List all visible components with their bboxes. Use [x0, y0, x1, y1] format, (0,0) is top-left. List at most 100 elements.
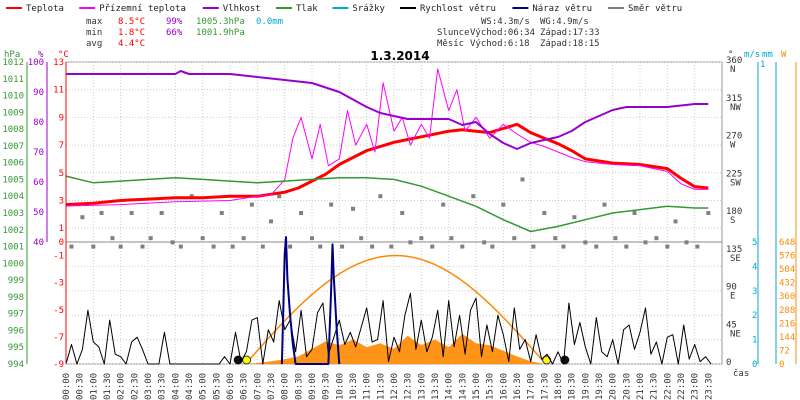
temp-tick-label: 1	[59, 224, 64, 234]
wind-speed-info: WS:4.3m/s	[481, 17, 530, 27]
series-rychlost-větru	[65, 292, 712, 365]
hpa-tick-label: 1010	[2, 92, 24, 102]
x-tick-label: 06:00	[226, 373, 236, 400]
x-axis-label: čas	[733, 368, 749, 379]
wind-direction-point	[632, 211, 637, 215]
stat-max-hum: 99%	[166, 17, 183, 27]
x-tick-label: 11:00	[363, 373, 373, 400]
hpa-tick-label: 1000	[2, 259, 24, 269]
legend: Teplota Přízemní teplota Vlhkost Tlak Srážky…	[6, 4, 682, 14]
wind-direction-point	[329, 202, 334, 207]
x-tick-label: 19:00	[581, 373, 591, 400]
wind-direction-point	[706, 211, 711, 215]
wind-direction-point	[351, 206, 355, 211]
temp-tick-label: 9	[59, 113, 64, 123]
hpa-tick-label: 1001	[2, 243, 24, 253]
x-tick-label: 17:30	[540, 373, 550, 400]
x-tick-label: 22:30	[677, 373, 687, 400]
moon-label: Měsíc	[437, 39, 464, 49]
solar-measured-area	[243, 333, 545, 364]
wm2-tick-label: 648	[779, 238, 795, 248]
series-teplota	[65, 122, 709, 207]
grid	[65, 61, 723, 365]
hpa-tick-label: 1006	[2, 159, 24, 169]
stat-min-temp: 1.8°C	[118, 28, 145, 38]
axis-unit-temp: °C	[58, 50, 69, 60]
wind-direction-point	[408, 240, 413, 245]
x-tick-label: 16:30	[513, 373, 523, 400]
dir-tick-deg: 270	[726, 132, 742, 142]
hpa-tick-label: 995	[8, 343, 24, 353]
x-tick-label: 13:30	[431, 373, 441, 400]
pct-tick-label: 100	[28, 58, 44, 68]
wind-direction-point	[211, 244, 216, 249]
hpa-tick-label: 1011	[2, 75, 24, 85]
temp-tick-label: 0	[59, 238, 64, 248]
stat-min-label: min	[86, 28, 102, 38]
x-tick-label: 12:00	[390, 373, 400, 400]
x-tick-label: 14:00	[445, 373, 455, 400]
wind-direction-point	[359, 236, 364, 241]
wind-direction-point	[310, 236, 314, 241]
wind-direction-point	[449, 236, 454, 241]
wm2-tick-label: 360	[779, 292, 795, 302]
x-tick-label: 08:00	[281, 373, 291, 400]
x-tick-label: 09:30	[322, 373, 332, 400]
wind-direction-point	[318, 244, 323, 249]
wind-direction-point	[471, 194, 476, 199]
hpa-tick-label: 1005	[2, 175, 24, 185]
wind-direction-point	[91, 244, 96, 249]
x-tick-label: 18:30	[568, 373, 578, 400]
x-tick-label: 18:00	[554, 373, 564, 400]
series-vlhkost	[66, 70, 709, 150]
temp-tick-label: 5	[59, 169, 64, 179]
x-tick-label: 13:00	[417, 373, 427, 400]
axis-unit-pct: %	[38, 50, 44, 60]
x-tick-label: 15:00	[472, 373, 482, 400]
hpa-tick-label: 1004	[2, 192, 24, 202]
dir-tick-name: E	[730, 292, 735, 302]
wind-direction-point	[512, 236, 517, 241]
x-tick-label: 02:30	[130, 373, 140, 400]
wind-direction-point	[430, 244, 435, 249]
legend-label: Směr větru	[628, 4, 682, 14]
wm2-tick-label: 144	[779, 333, 795, 343]
x-tick-label: 11:30	[376, 373, 386, 400]
x-tick-label: 01:30	[103, 373, 113, 400]
x-tick-label: 05:00	[199, 373, 209, 400]
x-tick-label: 07:30	[267, 373, 277, 400]
wind-direction-point	[299, 211, 304, 215]
x-tick-label: 15:30	[486, 373, 496, 400]
dir-tick-name: NW	[730, 103, 741, 113]
wind-direction-point	[624, 244, 629, 249]
legend-label: Teplota	[26, 4, 64, 14]
ms-tick-label: 2	[752, 311, 757, 321]
stat-avg-temp: 4.4°C	[118, 39, 145, 49]
x-tick-label: 08:30	[294, 373, 304, 400]
x-tick-label: 04:30	[185, 373, 195, 400]
hpa-tick-label: 994	[8, 360, 24, 370]
wind-direction-point	[99, 211, 104, 215]
wind-direction-point	[460, 244, 465, 249]
wind-direction-point	[277, 194, 282, 199]
stat-min-press: 1001.9hPa	[196, 28, 245, 38]
stat-max-press: 1005.3hPa	[196, 17, 245, 27]
sun-rise: Východ:06:34	[470, 28, 535, 38]
ms-tick-label: 1	[752, 336, 757, 346]
wind-direction-point	[140, 244, 145, 249]
wind-direction-point	[370, 244, 375, 249]
moon-set: Západ:18:15	[540, 39, 600, 49]
x-tick-label: 05:30	[212, 373, 222, 400]
pct-tick-label: 60	[33, 178, 44, 188]
wind-gust-info: WG:4.9m/s	[540, 17, 589, 27]
legend-label: Přízemní teplota	[99, 4, 186, 14]
wind-direction-point	[684, 240, 689, 245]
wind-direction-point	[69, 244, 74, 249]
axis-unit-dir: °	[728, 50, 733, 60]
temp-tick-label: 11	[53, 86, 64, 96]
temp-tick-label: -9	[53, 360, 64, 370]
legend-label: Srážky	[352, 4, 385, 14]
hpa-tick-label: 998	[8, 293, 24, 303]
dir-tick-deg: 45	[726, 320, 737, 330]
hpa-tick-label: 1002	[2, 226, 24, 236]
